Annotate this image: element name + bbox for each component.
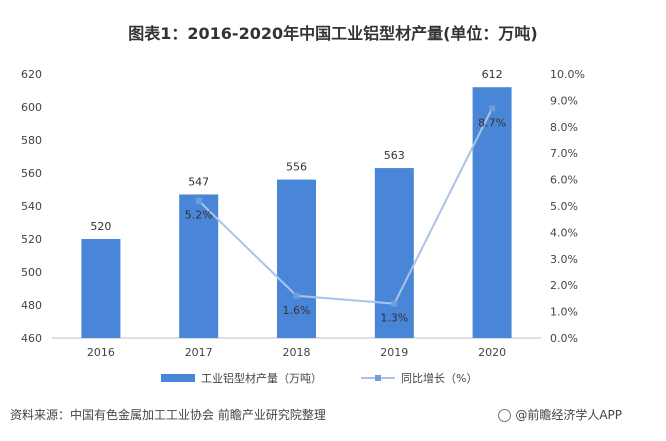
brand-label: @前瞻经济学人APP [515,408,622,422]
legend-bar-swatch [161,374,195,382]
y-right-tick-label: 9.0% [550,94,578,107]
line-value-label: 1.3% [380,312,408,325]
bar [374,168,414,338]
legend-bar-label: 工业铝型材产量（万吨） [201,371,322,385]
y-left-tick-label: 520 [21,233,42,246]
growth-line: 5.2% 1.6% 1.3% 8.7% [185,105,506,325]
x-tick-label: 2016 [87,346,115,359]
brand-icon [498,409,512,422]
bar-value-label: 556 [286,161,307,174]
bar [472,87,512,338]
bar [277,179,316,338]
y-right-tick-label: 8.0% [550,121,578,134]
y-left-tick-label: 620 [21,68,42,81]
axes: 460 480 500 520 540 560 580 600 620 0.0% 1.0% 2.0% 3… [21,68,585,359]
y-left-tick-label: 460 [21,332,42,345]
line-marker [195,197,202,204]
legend: 工业铝型材产量（万吨） 同比增长（%） [161,371,477,385]
bar-value-label: 563 [384,149,405,162]
y-right-tick-label: 4.0% [550,226,578,239]
brand-credit: @前瞻经济学人APP [498,406,622,423]
bars: 520 547 556 563 612 [81,68,512,338]
y-right-tick-label: 10.0% [550,68,585,81]
x-tick-label: 2018 [283,346,311,359]
chart-title: 图表1：2016-2020年中国工业铝型材产量(单位：万吨) [128,24,538,43]
line-marker [489,105,496,112]
bar-value-label: 547 [188,175,209,188]
bar-value-label: 520 [90,220,111,233]
line-marker [293,292,300,299]
y-right-tick-label: 1.0% [550,306,578,319]
x-tick-label: 2020 [478,346,506,359]
y-left-tick-label: 580 [21,134,42,147]
y-right-tick-label: 2.0% [550,279,578,292]
line-value-label: 5.2% [185,209,213,222]
bar [81,239,121,338]
y-left-tick-label: 600 [21,101,42,114]
y-right-tick-label: 5.0% [550,200,578,213]
x-tick-label: 2019 [380,346,408,359]
y-right-tick-label: 7.0% [550,147,578,160]
x-tick-label: 2017 [185,346,213,359]
y-left-tick-label: 500 [21,266,42,279]
y-right-tick-label: 0.0% [550,332,578,345]
y-left-tick-label: 540 [21,200,42,213]
growth-line-path [198,107,493,305]
line-value-label: 8.7% [478,116,506,129]
line-value-label: 1.6% [283,304,311,317]
legend-line-label: 同比增长（%） [401,371,477,385]
legend-line-marker [375,375,381,381]
y-left-tick-label: 480 [21,299,42,312]
y-left-tick-label: 560 [21,167,42,180]
source-note: 资料来源：中国有色金属加工工业协会 前瞻产业研究院整理 [10,408,326,422]
line-marker [391,300,398,307]
bar-value-label: 612 [482,68,503,81]
bar [179,194,219,338]
y-right-tick-label: 6.0% [550,174,578,187]
y-right-tick-label: 3.0% [550,253,578,266]
